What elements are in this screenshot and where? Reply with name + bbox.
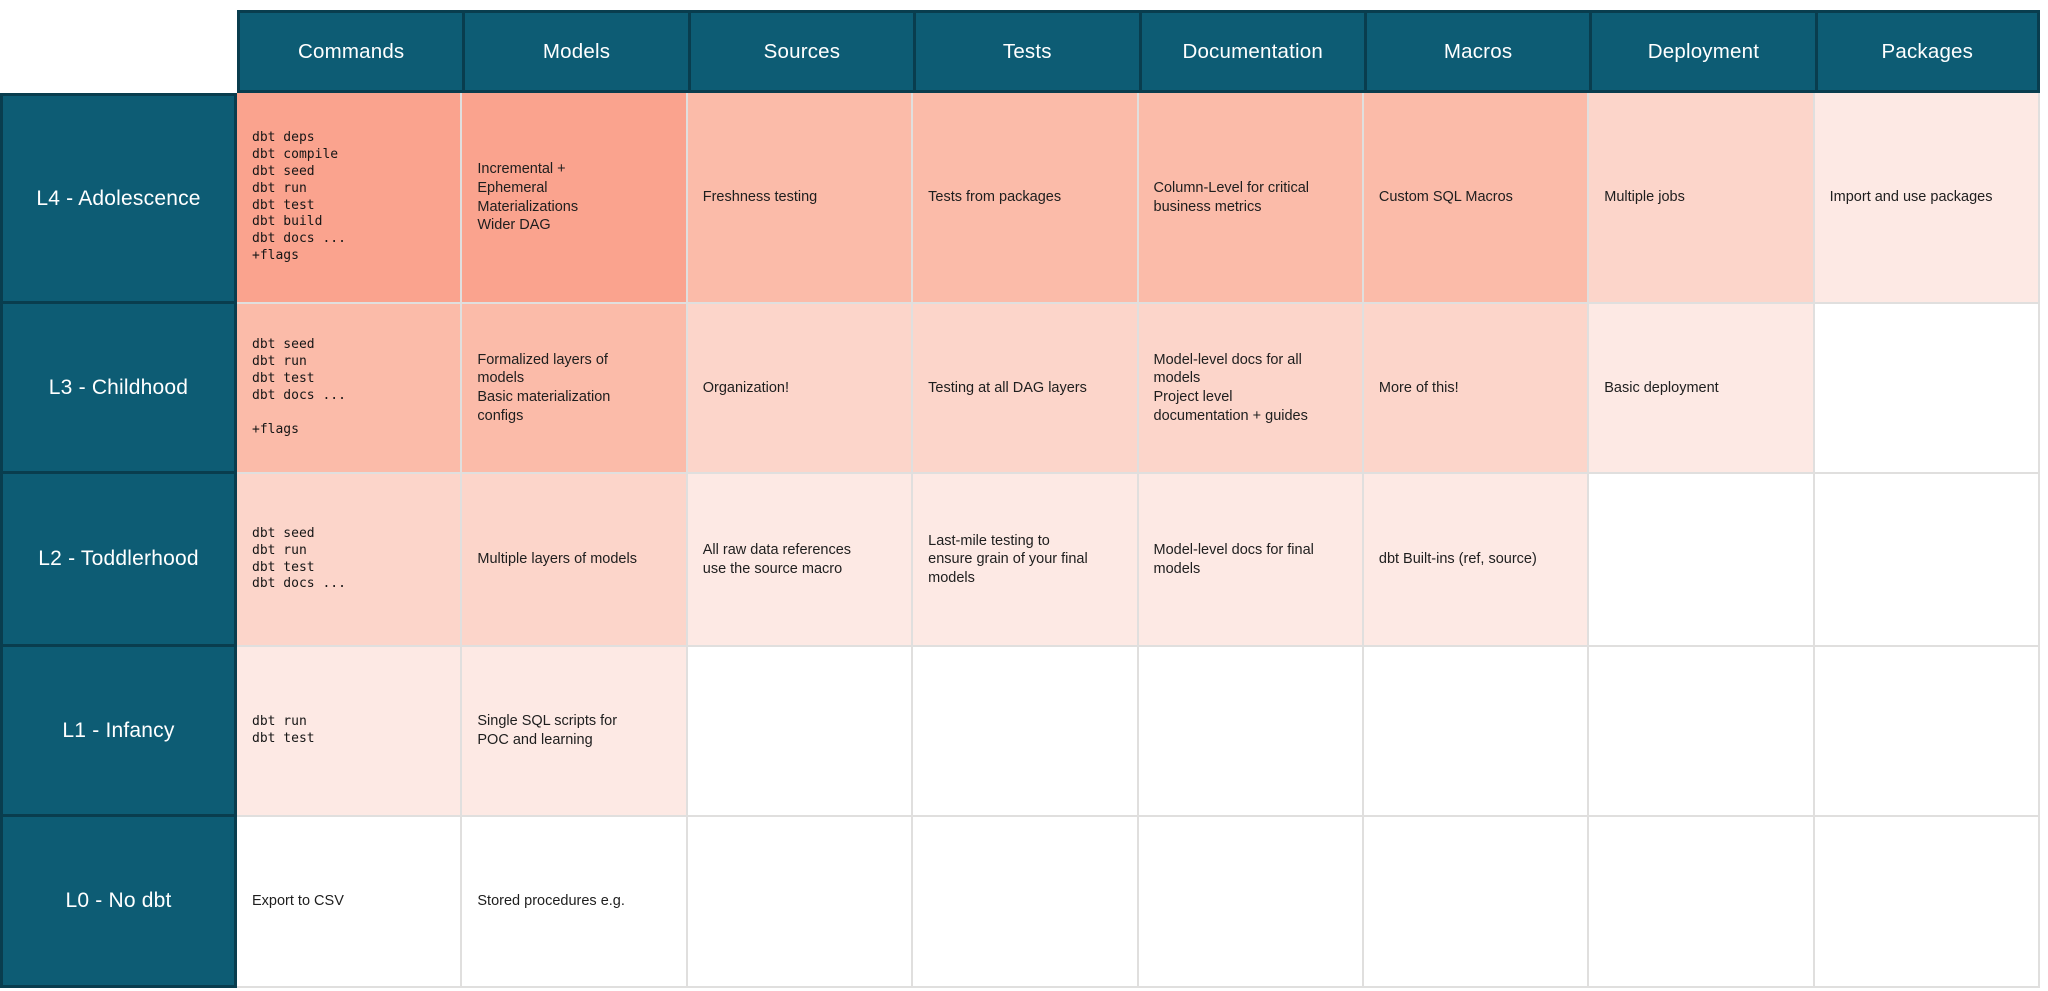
cell-l3-deployment: Basic deployment: [1589, 304, 1815, 474]
cell-l3-commands: dbt seed dbt run dbt test dbt docs ... +…: [237, 304, 463, 474]
cell-l0-tests: [913, 817, 1139, 988]
cell-l4-commands: dbt deps dbt compile dbt seed dbt run db…: [237, 93, 463, 304]
cell-l4-models: Incremental + Ephemeral Materializations…: [462, 93, 688, 304]
cell-l1-macros: [1363, 647, 1590, 817]
cell-l1-sources: [687, 647, 914, 817]
cell-l3-documentation: Model-level docs for all models Project …: [1138, 304, 1364, 474]
row-label-l4-adolescence: L4 - Adolescence: [0, 93, 237, 304]
cell-l0-packages: [1814, 817, 2040, 988]
row-label-l0-no-dbt: L0 - No dbt: [0, 817, 237, 988]
cell-l2-documentation: Model-level docs for final models: [1138, 474, 1364, 647]
cell-l1-tests: [913, 647, 1139, 817]
maturity-matrix-table: Commands Models Sources Tests Documentat…: [0, 10, 2040, 988]
corner-spacer: [0, 10, 237, 93]
cell-l4-documentation: Column-Level for critical business metri…: [1138, 93, 1364, 304]
cell-l3-packages: [1814, 304, 2040, 474]
cell-l3-sources: Organization!: [687, 304, 914, 474]
cell-l1-commands: dbt run dbt test: [237, 647, 463, 817]
cell-l3-tests: Testing at all DAG layers: [913, 304, 1139, 474]
cell-l1-documentation: [1138, 647, 1364, 817]
cell-l2-sources: All raw data references use the source m…: [687, 474, 914, 647]
column-header-commands: Commands: [237, 10, 463, 93]
cell-l1-packages: [1814, 647, 2040, 817]
cell-l2-commands: dbt seed dbt run dbt test dbt docs ...: [237, 474, 463, 647]
cell-l2-packages: [1814, 474, 2040, 647]
cell-l2-macros: dbt Built-ins (ref, source): [1363, 474, 1590, 647]
cell-l2-models: Multiple layers of models: [462, 474, 688, 647]
cell-l1-models: Single SQL scripts for POC and learning: [462, 647, 688, 817]
cell-l0-deployment: [1589, 817, 1815, 988]
cell-l3-macros: More of this!: [1363, 304, 1590, 474]
cell-l2-deployment: [1589, 474, 1815, 647]
cell-l0-commands: Export to CSV: [237, 817, 463, 988]
cell-l4-tests: Tests from packages: [913, 93, 1139, 304]
column-header-sources: Sources: [687, 10, 914, 93]
cell-l4-macros: Custom SQL Macros: [1363, 93, 1590, 304]
cell-l0-sources: [687, 817, 914, 988]
column-header-models: Models: [462, 10, 688, 93]
cell-l0-macros: [1363, 817, 1590, 988]
cell-l2-tests: Last-mile testing to ensure grain of you…: [913, 474, 1139, 647]
column-header-deployment: Deployment: [1589, 10, 1815, 93]
cell-l1-deployment: [1589, 647, 1815, 817]
cell-l4-deployment: Multiple jobs: [1589, 93, 1815, 304]
cell-l4-sources: Freshness testing: [687, 93, 914, 304]
column-header-macros: Macros: [1363, 10, 1590, 93]
row-label-l2-toddlerhood: L2 - Toddlerhood: [0, 474, 237, 647]
row-label-l1-infancy: L1 - Infancy: [0, 647, 237, 817]
column-header-packages: Packages: [1814, 10, 2040, 93]
row-label-l3-childhood: L3 - Childhood: [0, 304, 237, 474]
column-header-tests: Tests: [913, 10, 1139, 93]
cell-l0-documentation: [1138, 817, 1364, 988]
column-header-documentation: Documentation: [1138, 10, 1364, 93]
cell-l3-models: Formalized layers of models Basic materi…: [462, 304, 688, 474]
cell-l4-packages: Import and use packages: [1814, 93, 2040, 304]
cell-l0-models: Stored procedures e.g.: [462, 817, 688, 988]
